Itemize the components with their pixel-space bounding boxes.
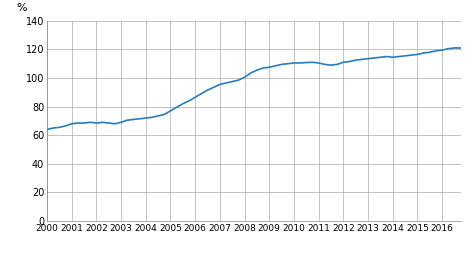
Y-axis label: %: %: [17, 3, 28, 13]
